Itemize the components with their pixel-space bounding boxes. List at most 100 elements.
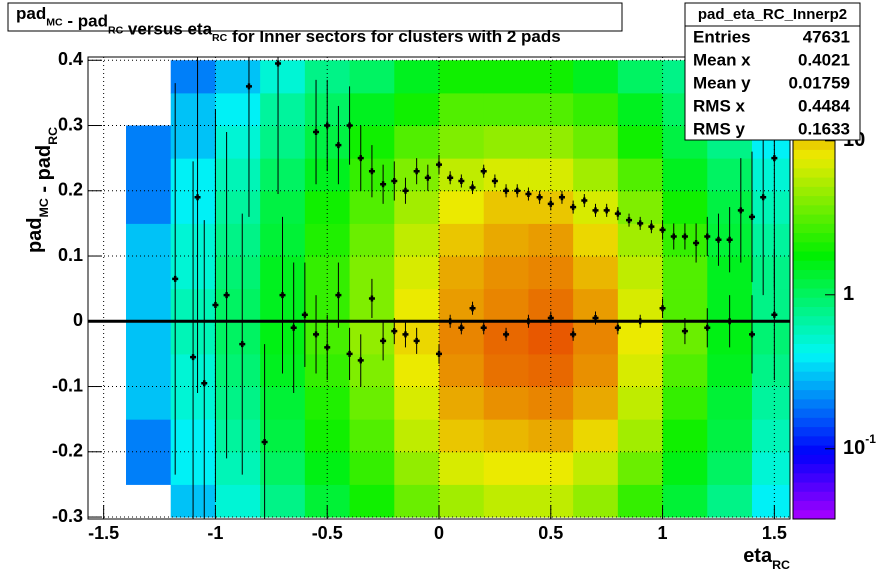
- stats-value: 0.1633: [798, 119, 850, 138]
- heat-cell: [215, 386, 261, 420]
- heat-cell: [126, 419, 172, 453]
- heat-cell: [573, 419, 619, 453]
- heat-cell: [304, 419, 351, 453]
- colorbar-step: [793, 315, 835, 326]
- heat-cell: [260, 419, 306, 453]
- profile-point: [715, 236, 722, 243]
- subscript: RC: [212, 32, 228, 44]
- profile-point: [514, 187, 521, 194]
- heat-cell: [349, 60, 395, 94]
- text-part: pad: [24, 217, 46, 253]
- heat-cell: [439, 353, 485, 388]
- text-part: for Inner sectors for clusters with 2 pa…: [227, 27, 560, 46]
- heat-cell: [573, 158, 619, 192]
- profile-point: [313, 331, 320, 338]
- profile-point: [570, 204, 577, 211]
- colorbar-step: [793, 278, 835, 289]
- heat-cell: [617, 60, 664, 94]
- colorbar-step: [793, 417, 835, 428]
- colorbar-step: [793, 204, 835, 215]
- heat-cell: [126, 288, 172, 322]
- colorbar-step: [793, 500, 835, 511]
- profile-point: [681, 328, 688, 335]
- heat-cell: [751, 256, 791, 290]
- profile-point: [748, 331, 755, 338]
- colorbar-step: [793, 288, 835, 298]
- stats-label: Mean y: [693, 73, 751, 92]
- profile-point: [469, 184, 476, 191]
- colorbar-step: [793, 177, 835, 187]
- heat-cell: [260, 125, 306, 159]
- colorbar-step: [793, 334, 835, 344]
- heat-cell: [662, 288, 708, 322]
- z-tick-base: 1: [843, 283, 854, 305]
- heat-cell: [126, 451, 172, 485]
- heat-cell: [215, 256, 261, 290]
- profile-point: [771, 155, 778, 162]
- heat-cell: [170, 125, 216, 159]
- heat-cell: [528, 353, 574, 388]
- heat-cell: [304, 190, 351, 224]
- heat-cell: [215, 92, 261, 127]
- heat-cell: [751, 484, 791, 518]
- y-axis-label: padMC - padRC: [24, 127, 60, 253]
- heat-cell: [751, 321, 791, 355]
- heat-cell: [304, 223, 351, 257]
- heat-cell: [260, 60, 306, 94]
- heat-cell: [662, 190, 708, 224]
- profile-point: [172, 275, 179, 282]
- profile-point: [670, 233, 677, 240]
- heat-cell: [439, 60, 485, 94]
- stats-label: RMS y: [693, 119, 746, 138]
- colorbar-step: [793, 214, 835, 224]
- heat-cell: [439, 125, 485, 159]
- heat-cell: [617, 125, 664, 159]
- profile-point: [190, 354, 197, 361]
- colorbar-step: [793, 380, 835, 391]
- profile-point: [748, 213, 755, 220]
- profile-point: [391, 328, 398, 335]
- profile-point: [424, 174, 431, 181]
- profile-point: [581, 197, 588, 204]
- profile-point: [275, 60, 282, 67]
- heat-cell: [439, 419, 485, 453]
- profile-point: [368, 295, 375, 302]
- heat-cell: [349, 321, 395, 355]
- colorbar-step: [793, 491, 835, 502]
- colorbar-step: [793, 509, 835, 520]
- heat-cell: [126, 321, 172, 355]
- profile-point: [547, 315, 554, 322]
- heat-cell: [573, 223, 619, 257]
- profile-point: [346, 350, 353, 357]
- profile-point: [380, 181, 387, 188]
- subscript: MC: [46, 16, 63, 28]
- profile-point: [335, 142, 342, 149]
- profile-point: [503, 331, 510, 338]
- text-part: - pad: [33, 145, 55, 198]
- heat-cell: [394, 92, 440, 127]
- profile-point: [614, 210, 621, 217]
- heat-cell: [394, 223, 440, 257]
- profile-point: [413, 168, 420, 175]
- colorbar-step: [793, 408, 835, 418]
- heat-cell: [126, 223, 172, 257]
- heat-cell: [394, 256, 440, 290]
- profile-point: [726, 236, 733, 243]
- colorbar-step: [793, 251, 835, 261]
- heat-cell: [349, 484, 395, 518]
- heat-cell: [617, 386, 664, 420]
- heat-cell: [573, 92, 619, 127]
- heat-cell: [260, 158, 306, 192]
- heat-cell: [260, 484, 306, 518]
- colorbar-step: [793, 140, 835, 150]
- profile-point: [726, 318, 733, 325]
- heat-cell: [304, 386, 351, 420]
- stats-value: 0.4021: [798, 50, 850, 69]
- text-part: eta: [743, 545, 773, 567]
- heat-cell: [751, 223, 791, 257]
- chart-title: padMC - padRC versus etaRC for Inner sec…: [16, 4, 561, 46]
- heat-cell: [751, 288, 791, 322]
- profile-point: [458, 324, 465, 331]
- profile-point: [402, 331, 409, 338]
- profile-point: [212, 301, 219, 308]
